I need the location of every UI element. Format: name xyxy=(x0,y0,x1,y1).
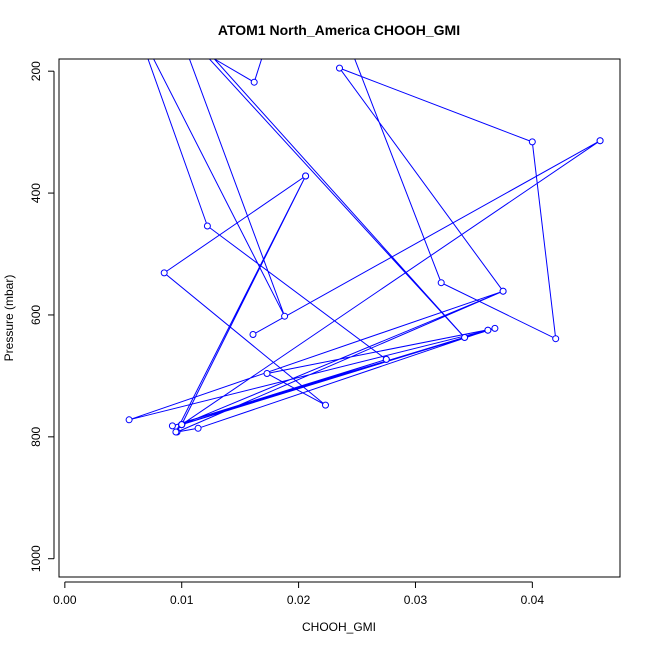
x-axis: 0.00 0.01 0.02 0.03 0.04 xyxy=(53,581,545,607)
y-tick-label: 200 xyxy=(29,61,43,81)
y-tick-label: 1000 xyxy=(29,545,43,572)
data-point xyxy=(250,78,258,86)
x-axis-label: CHOOH_GMI xyxy=(302,620,376,634)
data-point xyxy=(203,222,211,230)
marker-layer xyxy=(125,64,604,436)
y-axis: 200 400 600 800 1000 xyxy=(29,61,55,572)
data-point xyxy=(168,422,176,430)
x-tick-label: 0.02 xyxy=(287,593,311,607)
y-tick-label: 400 xyxy=(29,183,43,203)
chart-title: ATOM1 North_America CHOOH_GMI xyxy=(218,22,460,38)
data-point xyxy=(461,334,469,341)
data-point xyxy=(249,331,257,338)
data-point xyxy=(528,138,536,146)
data-point xyxy=(499,287,507,295)
data-point xyxy=(491,324,499,332)
x-tick-label: 0.03 xyxy=(404,593,428,607)
data-point xyxy=(281,312,289,320)
data-point xyxy=(194,424,202,432)
data-point xyxy=(336,64,343,72)
plot-frame xyxy=(58,58,621,578)
x-tick-label: 0.00 xyxy=(53,593,77,607)
y-axis-label: Pressure (mbar) xyxy=(2,275,16,362)
data-point xyxy=(322,401,329,409)
y-tick-label: 800 xyxy=(29,427,43,447)
data-point xyxy=(552,335,560,343)
data-point xyxy=(160,269,168,277)
x-tick-label: 0.01 xyxy=(170,593,194,607)
data-point xyxy=(263,370,271,377)
data-point xyxy=(172,428,180,436)
data-point xyxy=(302,172,310,180)
data-point xyxy=(125,416,133,424)
x-tick-label: 0.04 xyxy=(521,593,545,607)
data-point xyxy=(596,137,604,145)
data-point xyxy=(382,355,390,363)
y-tick-label: 600 xyxy=(29,305,43,325)
data-point xyxy=(437,279,445,287)
data-point xyxy=(178,421,186,429)
data-point xyxy=(484,326,492,334)
